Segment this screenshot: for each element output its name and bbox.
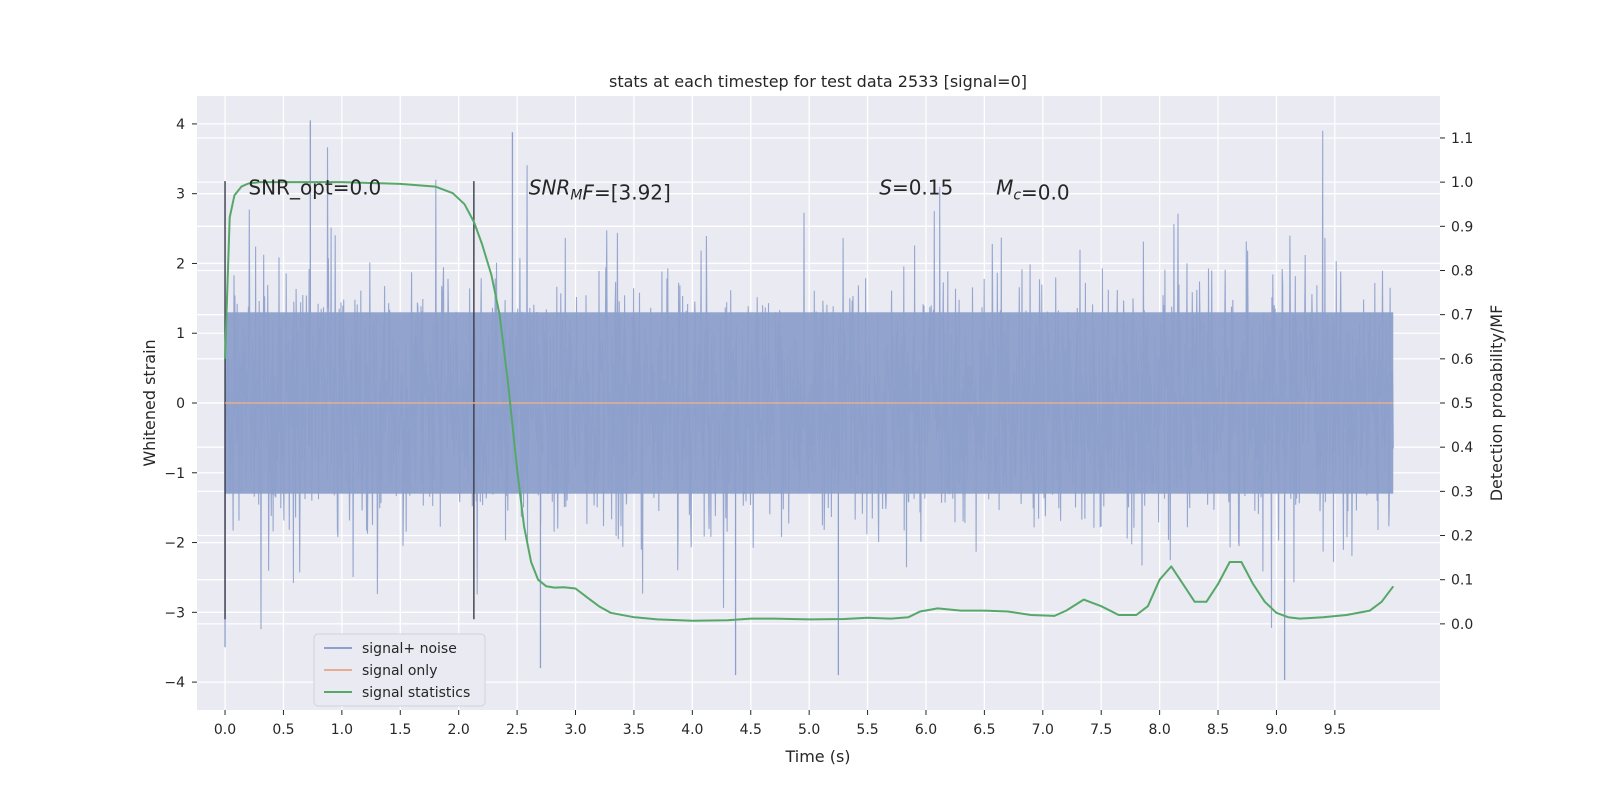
right-tick-label: 0.0 <box>1451 617 1473 633</box>
x-tick-label: 0.0 <box>214 722 236 738</box>
left-tick-label: 3 <box>176 187 185 203</box>
annotation-text: SNRMF=[3.92] <box>529 176 671 205</box>
right-axis-ticks: 0.0 0.1 0.2 0.3 0.4 0.5 0.6 0.7 0.8 0.9 1.0 1.1 <box>1440 131 1473 633</box>
right-tick-label: 0.2 <box>1451 529 1473 545</box>
left-tick-label: 2 <box>176 256 185 272</box>
right-tick-label: 0.7 <box>1451 308 1473 324</box>
right-tick-label: 1.0 <box>1451 175 1473 191</box>
x-axis-ticks: 0.0 0.5 1.0 1.5 2.0 2.5 3.0 3.5 4.0 4.5 5.0 5.5 6.0 6… <box>214 710 1346 738</box>
x-tick-label: 5.5 <box>856 722 878 738</box>
signal-statistics-line <box>224 181 1395 622</box>
right-tick-label: 0.3 <box>1451 484 1473 500</box>
right-tick-label: 0.1 <box>1451 573 1473 589</box>
x-tick-label: 0.5 <box>272 722 294 738</box>
x-tick-label: 9.0 <box>1265 722 1287 738</box>
x-tick-label: 8.5 <box>1207 722 1229 738</box>
x-tick-label: 2.0 <box>448 722 470 738</box>
x-tick-label: 6.5 <box>973 722 995 738</box>
left-tick-label: −2 <box>164 536 185 552</box>
x-tick-label: 9.5 <box>1324 722 1346 738</box>
noise-trace <box>224 130 1394 630</box>
legend: signal+ noise signal only signal statistic… <box>313 633 486 707</box>
legend-label: signal only <box>362 663 437 679</box>
x-tick-label: 1.5 <box>389 722 411 738</box>
x-tick-label: 7.0 <box>1032 722 1054 738</box>
annotations: SNR_opt=0.0 SNRMF=[3.92] S=0.15 Mc=0.0 <box>248 176 1069 205</box>
x-axis-label: Time (s) <box>784 747 850 766</box>
chart-title: stats at each timestep for test data 253… <box>609 72 1027 91</box>
x-tick-label: 2.5 <box>506 722 528 738</box>
right-tick-label: 0.8 <box>1451 263 1473 279</box>
left-axis-label: Whitened strain <box>140 339 159 466</box>
left-tick-label: 4 <box>176 117 185 133</box>
right-axis-label: Detection probability/MF <box>1487 305 1506 502</box>
legend-box <box>313 633 486 707</box>
x-tick-label: 4.5 <box>740 722 762 738</box>
x-tick-label: 5.0 <box>798 722 820 738</box>
left-tick-label: 0 <box>176 396 185 412</box>
right-tick-label: 0.6 <box>1451 352 1473 368</box>
left-tick-label: −1 <box>164 466 185 482</box>
annotation-text: SNR_opt=0.0 <box>248 176 381 200</box>
left-tick-label: 1 <box>176 326 185 342</box>
right-tick-label: 0.4 <box>1451 440 1473 456</box>
x-tick-label: 3.5 <box>623 722 645 738</box>
right-tick-label: 0.5 <box>1451 396 1473 412</box>
x-tick-label: 1.0 <box>331 722 353 738</box>
x-tick-label: 7.5 <box>1090 722 1112 738</box>
right-tick-label: 1.1 <box>1451 131 1473 147</box>
annotation-text: S=0.15 <box>879 176 953 200</box>
legend-label: signal statistics <box>362 685 470 701</box>
right-tick-label: 0.9 <box>1451 219 1473 235</box>
lines <box>224 181 1395 622</box>
x-tick-label: 8.0 <box>1148 722 1170 738</box>
left-tick-label: −4 <box>164 675 185 691</box>
annotation-text: Mc=0.0 <box>996 176 1070 205</box>
left-axis-ticks: −4 −3 −2 −1 0 1 2 3 4 <box>164 117 197 691</box>
x-tick-label: 6.0 <box>915 722 937 738</box>
x-tick-label: 4.0 <box>681 722 703 738</box>
x-tick-label: 3.0 <box>564 722 586 738</box>
left-tick-label: −3 <box>164 605 185 621</box>
legend-label: signal+ noise <box>362 641 457 657</box>
